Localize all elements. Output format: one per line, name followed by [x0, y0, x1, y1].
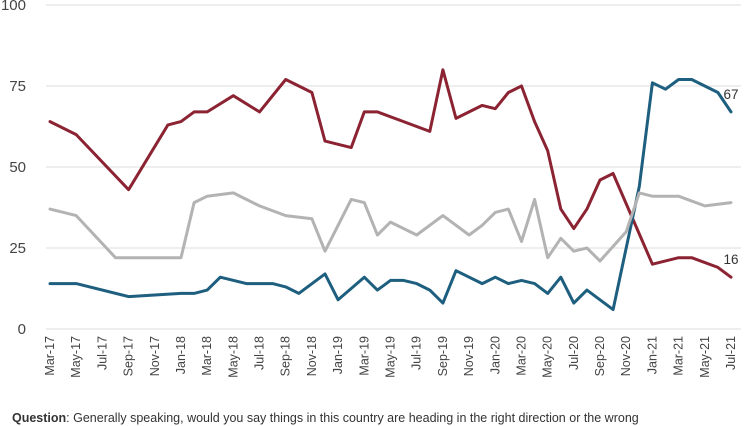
- y-tick-label: 25: [9, 240, 26, 257]
- series-line-3: [48, 191, 733, 263]
- x-tick-label: May-19: [384, 336, 398, 378]
- x-tick-label: Nov-18: [305, 336, 319, 376]
- x-tick-label: May-17: [69, 336, 83, 378]
- x-tick-label: Jul-17: [95, 336, 109, 370]
- x-tick-label: Nov-19: [462, 336, 476, 376]
- x-tick-label: Jan-21: [645, 336, 659, 374]
- x-tick-label: Jul-19: [410, 336, 424, 370]
- y-tick-label: 75: [9, 78, 26, 95]
- x-tick-label: Mar-17: [43, 336, 57, 376]
- x-tick-label: Jan-18: [174, 336, 188, 374]
- end-value-label: 16: [723, 252, 738, 267]
- x-axis-ticks: Mar-17 May-17 Jul-17 Sep-17 Nov-17 Jan-18 Mar-…: [43, 336, 738, 378]
- x-tick-label: May-21: [698, 336, 712, 378]
- series-line-2: [48, 78, 733, 312]
- x-tick-label: Nov-20: [619, 336, 633, 376]
- x-tick-label: Jul-21: [724, 336, 738, 370]
- end-value-label: 67: [723, 87, 738, 102]
- x-tick-label: Mar-19: [357, 336, 371, 376]
- x-tick-label: Sep-20: [593, 336, 607, 376]
- x-tick-label: Jul-20: [567, 336, 581, 370]
- footnote-text: : Generally speaking, would you say thin…: [66, 411, 639, 425]
- x-tick-label: Mar-20: [514, 336, 528, 376]
- x-tick-label: Nov-17: [148, 336, 162, 376]
- x-tick-label: Jan-19: [331, 336, 345, 374]
- x-tick-label: Jul-18: [253, 336, 267, 370]
- y-tick-label: 50: [9, 159, 26, 176]
- question-footnote: Question: Generally speaking, would you …: [12, 411, 747, 425]
- x-tick-label: May-18: [226, 336, 240, 378]
- y-tick-label: 100: [1, 0, 26, 14]
- x-tick-label: Sep-18: [279, 336, 293, 376]
- y-tick-label: 0: [18, 321, 26, 338]
- line-chart: 0 25 50 75 100 Mar-17 May-17 Jul-17 Sep-17 Nov-1…: [1, 0, 741, 378]
- x-tick-label: Sep-17: [122, 336, 136, 376]
- x-tick-label: Jan-20: [488, 336, 502, 374]
- series-lines: [48, 68, 733, 312]
- x-tick-label: May-20: [541, 336, 555, 378]
- x-tick-label: Sep-19: [436, 336, 450, 376]
- series-line-1: [48, 68, 733, 279]
- x-tick-label: Mar-21: [672, 336, 686, 376]
- y-axis-ticks: 0 25 50 75 100: [1, 0, 26, 338]
- footnote-bold: Question: [12, 411, 67, 425]
- x-tick-label: Mar-18: [200, 336, 214, 376]
